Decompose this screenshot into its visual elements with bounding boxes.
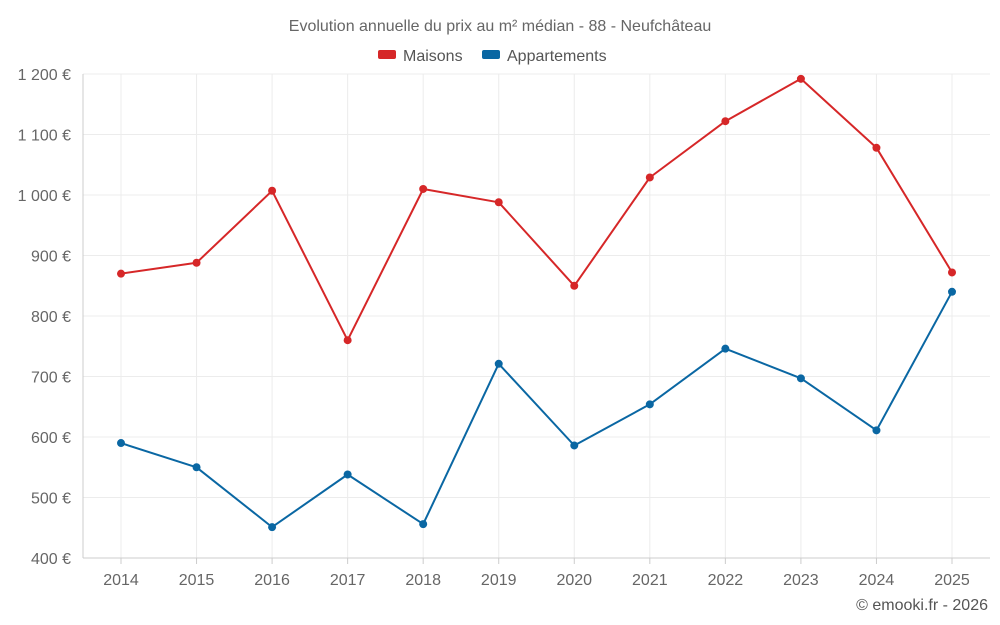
data-point-maisons[interactable] [343, 336, 352, 345]
credit-text: © emooki.fr - 2026 [856, 597, 988, 614]
y-axis: 400 € 500 € 600 € 700 € 800 € 900 € 1 000 € 1 1… [18, 67, 84, 568]
x-tick-label: 2025 [934, 572, 970, 589]
legend-label-appartements: Appartements [507, 48, 607, 65]
data-point-maisons[interactable] [419, 184, 428, 193]
series-maisons [117, 74, 956, 345]
data-point-maisons[interactable] [268, 186, 277, 195]
legend-swatch-maisons [378, 50, 396, 59]
y-tick-label: 700 € [31, 370, 71, 387]
data-point-appartements[interactable] [645, 400, 654, 409]
data-point-maisons[interactable] [117, 269, 125, 278]
data-point-maisons[interactable] [645, 173, 654, 182]
x-tick-label: 2020 [556, 572, 592, 589]
data-point-appartements[interactable] [268, 523, 277, 532]
x-tick-label: 2021 [632, 572, 668, 589]
series-appartements [117, 287, 956, 532]
x-tick-label: 2024 [859, 572, 895, 589]
data-point-appartements[interactable] [192, 463, 201, 472]
data-point-maisons[interactable] [948, 268, 956, 277]
data-point-maisons[interactable] [872, 143, 881, 152]
x-axis: 2014 2015 2016 2017 2018 2019 2020 2021 2022 2023… [83, 557, 990, 589]
y-tick-label: 500 € [31, 491, 71, 508]
data-point-appartements[interactable] [796, 374, 805, 383]
x-tick-label: 2019 [481, 572, 517, 589]
data-point-appartements[interactable] [948, 287, 956, 296]
y-tick-label: 900 € [31, 249, 71, 266]
y-tick-label: 600 € [31, 430, 71, 447]
legend-swatch-appartements [482, 50, 500, 59]
data-point-maisons[interactable] [192, 258, 201, 267]
y-tick-label: 800 € [31, 309, 71, 326]
x-tick-label: 2014 [103, 572, 139, 589]
series [117, 74, 956, 532]
x-tick-label: 2017 [330, 572, 366, 589]
data-point-maisons[interactable] [570, 281, 579, 290]
data-point-maisons[interactable] [796, 74, 805, 83]
x-tick-label: 2023 [783, 572, 819, 589]
x-tick-label: 2018 [405, 572, 441, 589]
grid [83, 73, 990, 558]
data-point-appartements[interactable] [419, 520, 428, 529]
y-tick-label: 1 200 € [18, 67, 71, 84]
series-line-maisons [120, 77, 953, 342]
data-point-maisons[interactable] [721, 117, 730, 126]
chart-title: Evolution annuelle du prix au m² médian … [289, 18, 711, 35]
x-tick-label: 2015 [179, 572, 215, 589]
legend-item-appartements[interactable]: Appartements [482, 48, 607, 65]
data-point-appartements[interactable] [343, 470, 352, 479]
data-point-appartements[interactable] [872, 426, 881, 435]
y-tick-label: 1 100 € [18, 128, 71, 145]
x-tick-label: 2016 [254, 572, 290, 589]
x-tick-label: 2022 [708, 572, 744, 589]
data-point-appartements[interactable] [117, 439, 125, 448]
legend: Maisons Appartements [378, 48, 607, 65]
y-tick-label: 400 € [31, 551, 71, 568]
series-line-appartements [120, 291, 953, 529]
legend-label-maisons: Maisons [403, 48, 463, 65]
data-point-maisons[interactable] [494, 198, 503, 207]
y-tick-label: 1 000 € [18, 188, 71, 205]
legend-item-maisons[interactable]: Maisons [378, 48, 463, 65]
data-point-appartements[interactable] [721, 344, 730, 353]
data-point-appartements[interactable] [570, 441, 579, 450]
data-point-appartements[interactable] [494, 359, 503, 368]
